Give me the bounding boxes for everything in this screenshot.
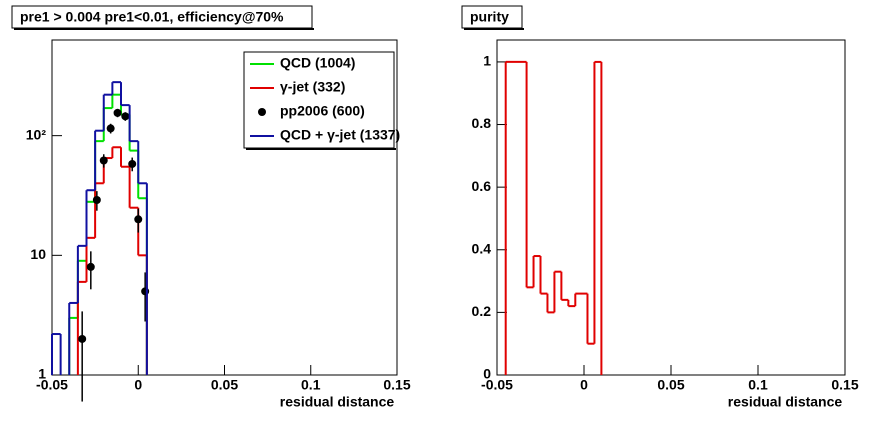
y-tick-label: 0 — [483, 366, 491, 382]
x-tick-label: 0 — [134, 377, 142, 393]
legend-label: pp2006 (600) — [280, 103, 365, 119]
legend-box — [243, 51, 395, 149]
x-axis-label: residual distance — [280, 394, 395, 410]
data-point — [86, 262, 95, 271]
data-point — [128, 159, 137, 168]
data-point — [113, 108, 122, 117]
chart-title: purity — [470, 9, 509, 25]
x-tick-label: 0.05 — [657, 377, 684, 393]
y-tick-label: 0.4 — [472, 240, 492, 256]
y-tick-label: 0.2 — [472, 303, 492, 319]
x-tick-label: 0.05 — [211, 377, 238, 393]
x-tick-label: 0.1 — [748, 377, 768, 393]
y-tick-label: 0.6 — [472, 178, 492, 194]
data-point — [134, 215, 143, 224]
y-tick-label: 1 — [38, 366, 46, 382]
data-point — [141, 287, 150, 296]
data-point — [78, 334, 87, 343]
legend-label: γ-jet (332) — [280, 79, 345, 95]
data-point — [121, 112, 130, 121]
y-tick-label: 10² — [26, 126, 47, 142]
data-point — [99, 156, 108, 165]
plot-frame — [496, 39, 846, 376]
legend-marker — [258, 108, 266, 116]
legend-label: QCD (1004) — [280, 55, 355, 71]
legend-shadow — [246, 148, 396, 150]
y-tick-label: 1 — [483, 53, 491, 69]
x-tick-label: -0.05 — [36, 377, 68, 393]
data-point — [106, 124, 115, 133]
x-tick-label: -0.05 — [481, 377, 513, 393]
x-tick-label: 0 — [580, 377, 588, 393]
x-tick-label: 0.15 — [383, 377, 410, 393]
chart-title: pre1 > 0.004 pre1<0.01, efficiency@70% — [20, 9, 284, 25]
y-tick-label: 0.8 — [472, 115, 492, 131]
x-tick-label: 0.1 — [301, 377, 321, 393]
title-shadow — [464, 28, 524, 30]
legend-label: QCD + γ-jet (1337) — [280, 127, 400, 143]
x-tick-label: 0.15 — [831, 377, 858, 393]
x-axis-label: residual distance — [728, 394, 843, 410]
y-tick-label: 10 — [30, 246, 46, 262]
title-shadow — [14, 28, 314, 30]
data-point — [92, 195, 101, 204]
